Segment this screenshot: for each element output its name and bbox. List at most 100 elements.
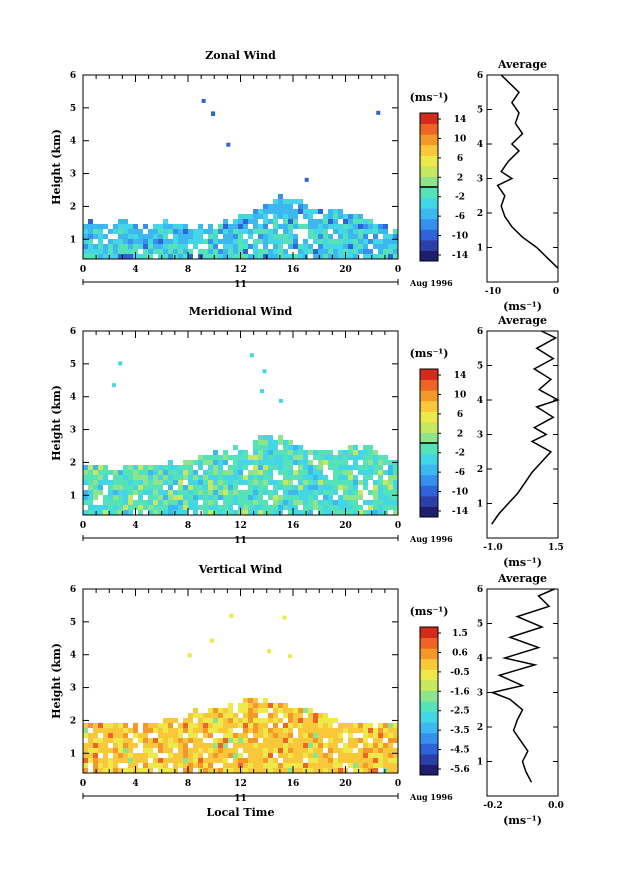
- colorbar-unit: (ms⁻¹): [410, 347, 449, 360]
- colorbar-swatch: [420, 485, 438, 497]
- avg-y-tick-label: 6: [477, 71, 483, 81]
- colorbar-tick-label: -14: [452, 251, 468, 261]
- average-profile-line: [496, 74, 559, 269]
- y-tick-label: 5: [70, 104, 76, 114]
- colorbar-tick-label: 2: [457, 173, 463, 183]
- colorbar-tick-label: -5.6: [450, 765, 469, 775]
- x-tick-label: 12: [234, 779, 247, 789]
- heatmap-cells: [83, 353, 398, 515]
- colorbar-swatch: [420, 732, 438, 744]
- x-tick-label: 0: [80, 779, 86, 789]
- avg-x-tick-label: -10: [485, 287, 501, 297]
- colorbar-unit: (ms⁻¹): [410, 91, 449, 104]
- colorbar-tick-label: 0.6: [452, 648, 468, 658]
- colorbar: 1.5 0.6 -0.5 -1.6 -2.5 -3.5 -4.5 -5.6: [419, 626, 470, 776]
- colorbar-swatch: [420, 474, 438, 486]
- colorbar-tick-label: -14: [452, 507, 468, 517]
- avg-y-tick-label: 1: [477, 758, 483, 768]
- colorbar-swatch: [420, 113, 438, 125]
- colorbar-tick-label: -6: [455, 468, 465, 478]
- colorbar-swatch: [420, 637, 438, 649]
- y-tick-label: 6: [70, 71, 76, 81]
- avg-x-label: (ms⁻¹): [503, 300, 542, 313]
- colorbar-tick-label: -2: [455, 193, 465, 203]
- x-tick-label: 16: [287, 521, 300, 531]
- avg-x-label: (ms⁻¹): [503, 556, 542, 569]
- y-tick-label: 5: [70, 360, 76, 370]
- colorbar-swatch: [420, 229, 438, 241]
- colorbar-swatch: [420, 379, 438, 391]
- panel-title: Vertical Wind: [198, 563, 283, 576]
- x-tick-label: 4: [132, 779, 138, 789]
- avg-x-tick-label: 1.5: [548, 543, 564, 553]
- colorbar-unit: (ms⁻¹): [410, 605, 449, 618]
- y-axis-label: Height (km): [50, 129, 63, 205]
- panel-title: Zonal Wind: [205, 49, 276, 62]
- avg-y-tick-label: 4: [477, 140, 483, 150]
- colorbar-swatch: [420, 369, 438, 381]
- average-panel: Average 1 2 3 4 5 6 -1.0 1.5 (ms⁻¹): [477, 314, 564, 569]
- avg-y-tick-label: 4: [477, 654, 483, 664]
- x-tick-label: 0: [80, 265, 86, 275]
- y-tick-label: 3: [70, 426, 76, 436]
- y-tick-label: 2: [70, 458, 76, 468]
- day-label: 11: [234, 794, 247, 804]
- x-tick-label: 16: [287, 265, 300, 275]
- colorbar-swatch: [420, 239, 438, 251]
- colorbar-frame: [419, 626, 439, 776]
- y-tick-label: 2: [70, 202, 76, 212]
- y-tick-label: 1: [70, 749, 76, 759]
- y-axis-label: Height (km): [50, 385, 63, 461]
- colorbar-tick-label: -10: [452, 232, 468, 242]
- colorbar-swatch: [420, 690, 438, 702]
- x-tick-label: 4: [132, 265, 138, 275]
- colorbar-swatch: [420, 218, 438, 230]
- colorbar-swatch: [420, 390, 438, 402]
- avg-y-tick-label: 2: [477, 723, 483, 733]
- avg-y-tick-label: 5: [477, 620, 483, 630]
- colorbar-swatch: [420, 464, 438, 476]
- colorbar-tick-label: 6: [457, 410, 463, 420]
- avg-x-tick-label: 0: [553, 287, 559, 297]
- average-panel: Average 1 2 3 4 5 6 -0.2 0.0 (ms⁻¹): [477, 572, 564, 827]
- colorbar-swatch: [420, 764, 438, 776]
- avg-x-tick-label: -1.0: [483, 543, 502, 553]
- average-frame: [486, 74, 559, 283]
- colorbar-tick-label: 14: [454, 371, 467, 381]
- colorbar-swatch: [420, 155, 438, 167]
- colorbar-swatch: [420, 197, 438, 209]
- heatmap-cells: [83, 98, 398, 259]
- colorbar-swatch: [420, 722, 438, 734]
- colorbar-swatch: [420, 176, 438, 188]
- avg-x-tick-label: 0.0: [548, 801, 564, 811]
- avg-y-tick-label: 1: [477, 244, 483, 254]
- x-tick-label: 12: [234, 265, 247, 275]
- avg-y-tick-label: 6: [477, 585, 483, 595]
- x-tick-label: 8: [185, 779, 191, 789]
- colorbar-swatch: [420, 743, 438, 755]
- avg-x-label: (ms⁻¹): [503, 814, 542, 827]
- y-tick-label: 4: [70, 651, 76, 661]
- day-label: 11: [234, 536, 247, 546]
- colorbar-tick-label: 10: [454, 390, 467, 400]
- colorbar-swatch: [420, 627, 438, 639]
- day-label: 11: [234, 280, 247, 290]
- colorbar-tick-label: -3.5: [450, 726, 469, 736]
- panel-title: Meridional Wind: [189, 305, 293, 318]
- average-frame: [486, 588, 559, 797]
- colorbar-tick-label: 2: [457, 429, 463, 439]
- colorbar: 14 10 6 2 -2 -6 -10 -14: [419, 368, 468, 518]
- x-tick-label: 8: [185, 265, 191, 275]
- colorbar-tick-label: -4.5: [450, 746, 469, 756]
- colorbar-tick-label: -10: [452, 488, 468, 498]
- y-tick-label: 6: [70, 585, 76, 595]
- colorbar-swatch: [420, 208, 438, 220]
- avg-y-tick-label: 2: [477, 209, 483, 219]
- y-tick-label: 3: [70, 684, 76, 694]
- x-tick-label: 0: [395, 265, 401, 275]
- colorbar-swatch: [420, 669, 438, 681]
- colorbar-tick-label: -1.6: [450, 687, 469, 697]
- heatmap-cells: [83, 613, 398, 773]
